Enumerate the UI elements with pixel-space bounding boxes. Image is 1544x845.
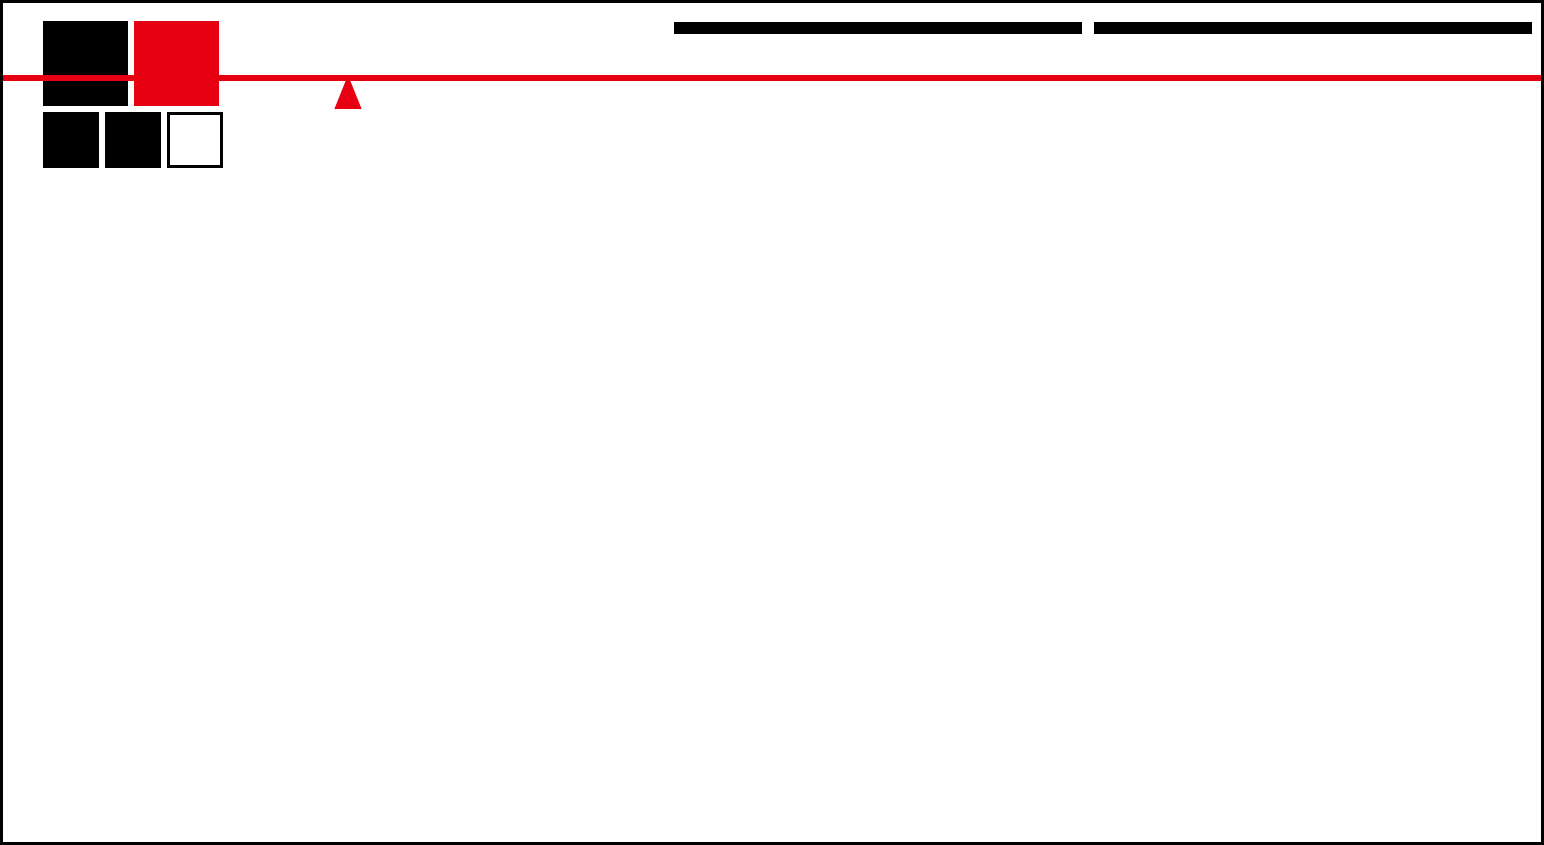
body-area (3, 75, 1541, 835)
column-headers (3, 21, 1541, 35)
infographic-container (0, 0, 1544, 845)
header-private (673, 21, 1083, 35)
red-divider (3, 75, 1541, 81)
header-national (1093, 21, 1533, 35)
pyramid (43, 75, 653, 835)
